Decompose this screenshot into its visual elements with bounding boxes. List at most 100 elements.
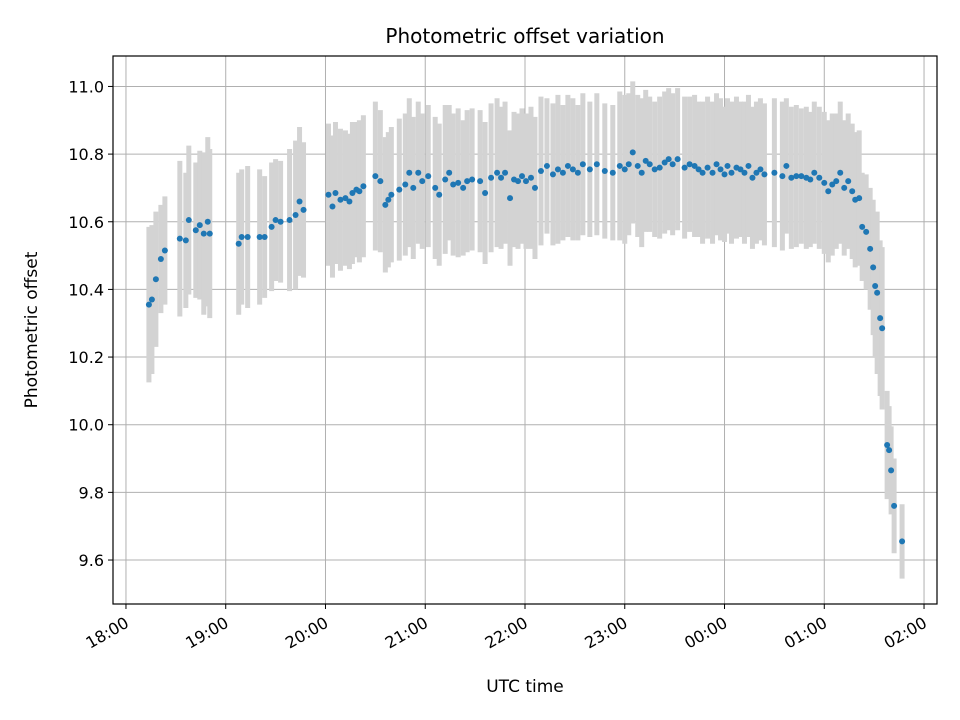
data-point (713, 161, 720, 168)
data-point (346, 198, 353, 205)
data-point (206, 230, 213, 237)
data-point (329, 203, 336, 210)
data-point (192, 227, 199, 234)
data-point (325, 191, 332, 198)
data-point (651, 166, 658, 173)
data-point (507, 195, 514, 202)
data-point (502, 169, 509, 176)
data-point (425, 173, 432, 180)
data-point (704, 164, 711, 171)
y-tick-label: 9.6 (79, 551, 104, 570)
data-point (537, 168, 544, 175)
data-point (833, 178, 840, 185)
data-point (469, 176, 476, 183)
data-point (388, 191, 395, 198)
y-tick-label: 10.8 (68, 145, 104, 164)
data-point (554, 166, 561, 173)
data-point (737, 166, 744, 173)
data-point (372, 173, 379, 180)
data-point (559, 169, 566, 176)
data-point (609, 169, 616, 176)
y-tick-label: 10.2 (68, 348, 104, 367)
data-point (406, 169, 413, 176)
data-point (593, 161, 600, 168)
data-point (515, 178, 522, 185)
data-point (436, 191, 443, 198)
data-point (286, 217, 293, 224)
data-point (356, 188, 363, 195)
data-point (415, 169, 422, 176)
data-point (888, 467, 895, 474)
data-point (849, 188, 856, 195)
data-point (464, 178, 471, 185)
data-point (543, 162, 550, 169)
data-point (665, 156, 672, 163)
y-tick-label: 11.0 (68, 77, 104, 96)
data-point (681, 164, 688, 171)
data-point (527, 174, 534, 181)
data-point (446, 169, 453, 176)
data-point (724, 162, 731, 169)
data-point (807, 176, 814, 183)
data-point (761, 171, 768, 178)
data-point (699, 169, 706, 176)
data-point (419, 178, 426, 185)
data-point (691, 162, 698, 169)
data-point (816, 174, 823, 181)
data-point (402, 181, 409, 188)
data-point (709, 169, 716, 176)
data-point (196, 222, 203, 229)
data-point (494, 169, 501, 176)
data-point (728, 169, 735, 176)
data-point (244, 233, 251, 240)
data-point (342, 195, 349, 202)
data-point (741, 169, 748, 176)
data-points (145, 149, 906, 545)
data-point (238, 233, 245, 240)
data-point (261, 233, 268, 240)
data-point (837, 169, 844, 176)
data-point (872, 283, 879, 290)
data-point (661, 159, 668, 166)
data-point (638, 169, 645, 176)
data-point (884, 442, 891, 449)
data-point (879, 325, 886, 332)
data-point (646, 161, 653, 168)
y-tick-label: 9.8 (79, 483, 104, 502)
data-point (161, 247, 168, 254)
data-point (519, 173, 526, 180)
data-point (749, 174, 756, 181)
data-point (332, 190, 339, 196)
data-point (788, 174, 795, 181)
data-point (891, 502, 898, 509)
data-point (498, 174, 505, 181)
data-point (845, 178, 852, 185)
y-tick-label: 10.0 (68, 416, 104, 435)
data-point (863, 228, 870, 235)
data-point (349, 190, 356, 196)
chart-title: Photometric offset variation (385, 24, 664, 48)
data-point (717, 166, 724, 173)
data-point (886, 447, 893, 454)
data-point (385, 196, 392, 203)
data-point (669, 161, 676, 168)
data-point (531, 184, 538, 191)
data-point (811, 169, 818, 176)
data-point (296, 198, 303, 205)
data-point (859, 223, 866, 230)
data-point (825, 188, 832, 195)
data-point (277, 218, 284, 225)
data-point (841, 184, 848, 191)
data-point (757, 166, 764, 173)
data-point (432, 184, 439, 191)
y-axis-title: Photometric offset (22, 251, 42, 408)
data-point (564, 162, 571, 169)
data-point (745, 162, 752, 169)
data-point (549, 171, 556, 178)
data-point (292, 211, 299, 218)
data-point (522, 178, 529, 185)
data-point (300, 206, 307, 213)
data-point (176, 235, 183, 242)
data-point (877, 315, 884, 322)
data-point (874, 289, 881, 296)
